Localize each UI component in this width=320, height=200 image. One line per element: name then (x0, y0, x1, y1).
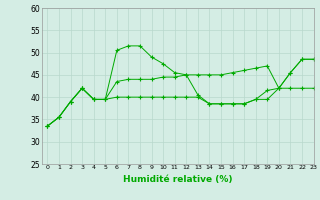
X-axis label: Humidité relative (%): Humidité relative (%) (123, 175, 232, 184)
